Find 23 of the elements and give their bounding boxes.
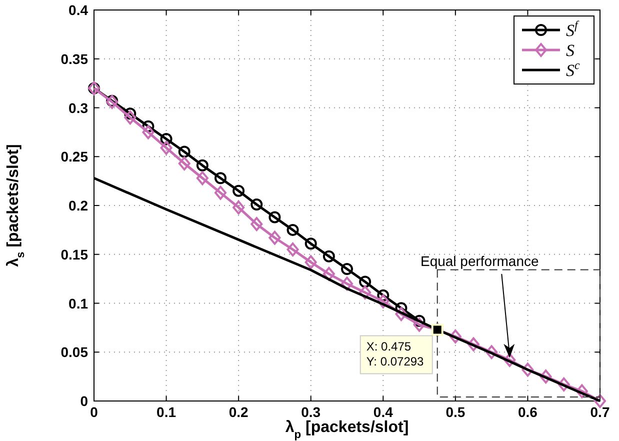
y-tick-label: 0.35 <box>60 50 88 67</box>
x-tick-label: 0.7 <box>590 404 610 420</box>
y-tick-label: 0.05 <box>60 344 88 360</box>
y-tick-label: 0.15 <box>60 246 88 262</box>
annotation: Equal performance <box>420 252 539 269</box>
y-tick-label: 0.3 <box>68 100 88 116</box>
legend-label: S$^{c}$ <box>566 58 580 80</box>
x-tick-label: 0.4 <box>373 404 394 420</box>
x-tick-label: 0.6 <box>518 404 538 420</box>
x-tick-label: 0.2 <box>228 404 249 420</box>
x-tick-label: 0.3 <box>301 404 321 420</box>
y-tick-label: 0.1 <box>68 295 88 312</box>
annotation: X: 0.475 Y: 0.07293 <box>366 340 424 369</box>
legend-label: S$^{f}$ <box>566 18 580 40</box>
y-tick-label: 0 <box>80 393 88 409</box>
x-tick-label: 0.1 <box>156 404 176 420</box>
y-tick-label: 0.2 <box>68 198 88 214</box>
y-tick-label: 0.25 <box>60 148 88 165</box>
legend-label: S <box>566 41 575 60</box>
x-axis-title: λ$_{p}$ [packets/slot] <box>285 419 409 441</box>
y-tick-label: 0.4 <box>68 2 88 18</box>
x-tick-label: 0 <box>90 404 98 420</box>
x-tick-label: 0.5 <box>446 404 466 420</box>
